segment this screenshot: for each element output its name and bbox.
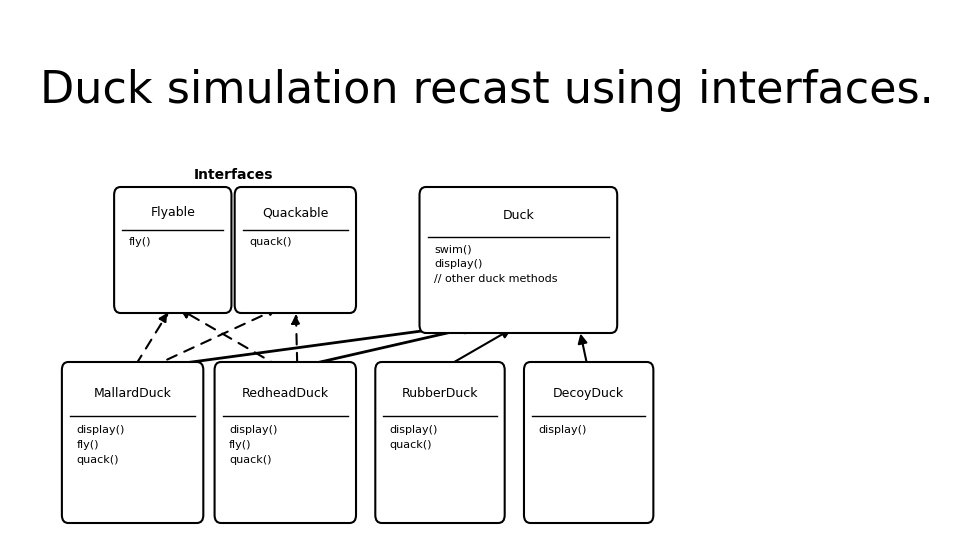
Text: display(): display() bbox=[539, 425, 587, 435]
FancyBboxPatch shape bbox=[375, 362, 505, 523]
FancyBboxPatch shape bbox=[61, 362, 204, 523]
Text: RedheadDuck: RedheadDuck bbox=[242, 387, 329, 400]
FancyBboxPatch shape bbox=[114, 187, 231, 313]
FancyBboxPatch shape bbox=[234, 187, 356, 313]
Text: RubberDuck: RubberDuck bbox=[401, 387, 478, 400]
Text: Flyable: Flyable bbox=[151, 206, 195, 219]
Text: quack(): quack() bbox=[250, 237, 292, 247]
FancyBboxPatch shape bbox=[524, 362, 654, 523]
Text: Duck simulation recast using interfaces.: Duck simulation recast using interfaces. bbox=[40, 69, 934, 111]
Text: display()
fly()
quack(): display() fly() quack() bbox=[77, 425, 125, 465]
Text: Quackable: Quackable bbox=[262, 206, 328, 219]
Text: Interfaces: Interfaces bbox=[193, 168, 273, 182]
Text: Duck: Duck bbox=[502, 210, 534, 222]
Text: fly(): fly() bbox=[129, 237, 151, 247]
Text: display()
fly()
quack(): display() fly() quack() bbox=[229, 425, 277, 465]
Text: swim()
display()
// other duck methods: swim() display() // other duck methods bbox=[434, 245, 558, 284]
FancyBboxPatch shape bbox=[215, 362, 356, 523]
FancyBboxPatch shape bbox=[420, 187, 617, 333]
Text: display()
quack(): display() quack() bbox=[390, 425, 438, 450]
Text: DecoyDuck: DecoyDuck bbox=[553, 387, 624, 400]
Text: MallardDuck: MallardDuck bbox=[94, 387, 172, 400]
